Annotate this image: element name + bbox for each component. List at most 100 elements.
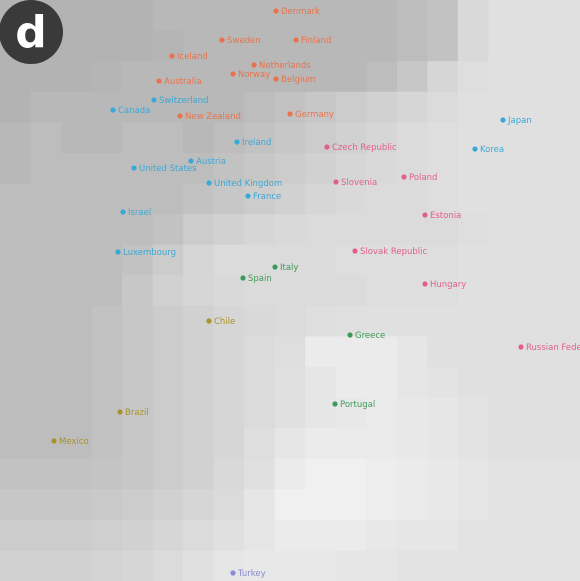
data-point	[219, 37, 225, 43]
heatmap-cell	[305, 214, 337, 246]
data-point	[188, 158, 194, 164]
heatmap-cell	[122, 61, 154, 93]
heatmap-cell	[183, 61, 215, 93]
heatmap-cell	[122, 428, 154, 460]
heatmap-cell	[274, 489, 306, 521]
heatmap-cell	[152, 275, 184, 307]
heatmap-cell	[91, 122, 123, 154]
data-point	[273, 76, 279, 82]
heatmap-cell	[335, 275, 367, 307]
heatmap-cell	[244, 366, 276, 399]
heatmap-cell	[366, 122, 398, 154]
heatmap-cell	[427, 61, 459, 93]
heatmap-cell	[274, 275, 306, 307]
point-label: Turkey	[237, 569, 266, 579]
heatmap-cell	[91, 0, 123, 32]
heatmap-cell	[30, 366, 62, 399]
heatmap-cell	[213, 366, 245, 399]
heatmap-cell	[213, 0, 245, 32]
heatmap-cell	[457, 244, 490, 276]
heatmap-cell	[274, 550, 306, 581]
point-label: Belgium	[281, 75, 316, 85]
heatmap-cell	[457, 30, 490, 62]
heatmap-cell	[61, 244, 93, 276]
heatmap-cell	[152, 61, 184, 93]
heatmap-cell	[427, 30, 459, 62]
heatmap-cell	[0, 214, 32, 246]
heatmap-cell	[518, 30, 551, 62]
heatmap-cell	[427, 122, 459, 154]
heatmap-cell	[91, 397, 123, 429]
heatmap-cell	[457, 366, 490, 399]
heatmap-cell	[61, 336, 93, 368]
heatmap-cell	[488, 489, 520, 521]
heatmap-cell	[518, 458, 551, 490]
data-point	[177, 113, 183, 119]
heatmap-cell	[244, 397, 276, 429]
heatmap-cell	[122, 183, 154, 215]
heatmap-cell	[305, 122, 337, 154]
heatmap-cell	[244, 214, 276, 246]
point-label: Poland	[409, 173, 437, 183]
heatmap-cell	[366, 366, 398, 399]
data-point	[131, 165, 137, 171]
heatmap-cell	[335, 458, 367, 490]
heatmap-cell	[91, 458, 123, 490]
heatmap-cell	[549, 550, 580, 581]
heatmap-cell	[152, 366, 184, 399]
heatmap-cell	[305, 0, 337, 32]
heatmap-cell	[518, 397, 551, 429]
heatmap-cell	[274, 0, 306, 32]
heatmap-cell	[488, 336, 520, 368]
heatmap-cell	[244, 519, 276, 552]
heatmap-cell	[366, 244, 398, 276]
heatmap-cell	[152, 244, 184, 276]
heatmap-cell	[396, 428, 428, 460]
heatmap-cell	[0, 458, 32, 490]
heatmap-cell	[0, 275, 32, 307]
heatmap-cell	[213, 244, 245, 276]
heatmap-cell	[396, 91, 428, 123]
point-label: Spain	[248, 274, 272, 284]
heatmap-cell	[152, 152, 184, 185]
heatmap-cell	[91, 489, 123, 521]
heatmap-cell	[457, 397, 490, 429]
heatmap-cell	[152, 336, 184, 368]
heatmap-cell	[183, 458, 215, 490]
heatmap-cell	[488, 214, 520, 246]
heatmap-cell	[427, 336, 459, 368]
heatmap-cell	[183, 122, 215, 154]
heatmap-cell	[91, 244, 123, 276]
point-label: Iceland	[177, 52, 208, 62]
heatmap-cell	[427, 275, 459, 307]
heatmap-cell	[213, 214, 245, 246]
heatmap-cell	[518, 91, 551, 123]
heatmap-cell	[274, 91, 306, 123]
heatmap-cell	[183, 183, 215, 215]
heatmap-cell	[91, 336, 123, 368]
heatmap-cell	[244, 0, 276, 32]
point-label: Finland	[301, 36, 331, 46]
heatmap-cell	[335, 30, 367, 62]
data-point	[151, 97, 157, 103]
heatmap-cell	[61, 61, 93, 93]
heatmap-cell	[366, 91, 398, 123]
heatmap-cell	[213, 183, 245, 215]
panel-letter: d	[15, 7, 47, 58]
heatmap-cell	[335, 214, 367, 246]
heatmap-cell	[427, 550, 459, 581]
heatmap-cell	[244, 122, 276, 154]
heatmap-cell	[305, 428, 337, 460]
heatmap-cell	[305, 336, 337, 368]
heatmap-cell	[335, 91, 367, 123]
heatmap-cell	[30, 214, 62, 246]
point-label: France	[253, 192, 281, 202]
heatmap-cell	[518, 152, 551, 185]
heatmap-cell	[549, 275, 580, 307]
heatmap-cell	[213, 550, 245, 581]
data-point	[332, 401, 338, 407]
heatmap-cell	[152, 397, 184, 429]
heatmap-cell	[457, 183, 490, 215]
point-label: Denmark	[281, 7, 320, 17]
heatmap-cell	[457, 91, 490, 123]
